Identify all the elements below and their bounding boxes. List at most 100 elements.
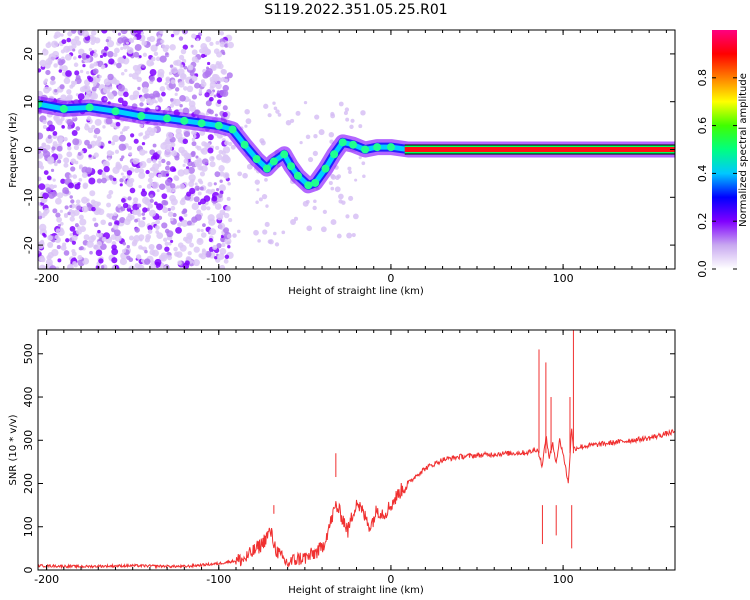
ridge-blob bbox=[330, 150, 339, 159]
noise-speckle bbox=[119, 183, 123, 187]
noise-speckle bbox=[182, 138, 189, 145]
noise-speckle bbox=[114, 79, 120, 86]
y-tick-label: 20 bbox=[22, 47, 35, 61]
noise-speckle bbox=[224, 254, 230, 260]
noise-speckle bbox=[64, 205, 69, 210]
noise-speckle bbox=[139, 149, 146, 156]
noise-speckle bbox=[320, 226, 327, 233]
noise-speckle bbox=[86, 116, 92, 121]
noise-speckle bbox=[164, 165, 170, 171]
noise-speckle bbox=[361, 161, 366, 166]
noise-speckle bbox=[214, 171, 221, 178]
snr-xlabel: Height of straight line (km) bbox=[288, 585, 424, 596]
noise-speckle bbox=[49, 265, 57, 269]
noise-speckle bbox=[220, 77, 226, 82]
noise-speckle bbox=[38, 250, 41, 254]
x-tick-label: 100 bbox=[553, 573, 574, 586]
noise-speckle bbox=[93, 127, 101, 135]
noise-speckle bbox=[253, 229, 259, 236]
noise-speckle bbox=[115, 121, 121, 127]
noise-speckle bbox=[133, 36, 137, 40]
noise-speckle bbox=[111, 215, 118, 221]
noise-speckle bbox=[216, 213, 224, 221]
noise-speckle bbox=[254, 179, 260, 185]
noise-speckle bbox=[45, 258, 53, 266]
noise-speckle bbox=[75, 126, 81, 131]
noise-speckle bbox=[318, 129, 325, 136]
noise-speckle bbox=[162, 207, 169, 214]
noise-speckle bbox=[152, 152, 160, 160]
noise-speckle bbox=[85, 54, 90, 59]
colorbar: 0.0 0.2 0.4 0.6 0.8 Normalized spectral ampl… bbox=[696, 30, 749, 278]
noise-speckle bbox=[281, 230, 286, 235]
noise-speckle bbox=[223, 227, 230, 234]
noise-speckle bbox=[196, 38, 200, 42]
noise-speckle bbox=[85, 88, 92, 94]
noise-speckle bbox=[354, 178, 358, 182]
noise-speckle bbox=[66, 118, 74, 126]
noise-speckle bbox=[134, 227, 140, 233]
noise-speckle bbox=[191, 75, 198, 82]
noise-speckle bbox=[56, 216, 62, 223]
noise-speckle bbox=[183, 86, 188, 91]
noise-speckle bbox=[159, 30, 164, 35]
noise-speckle bbox=[92, 200, 100, 209]
noise-speckle bbox=[105, 39, 109, 43]
noise-speckle bbox=[64, 189, 70, 195]
noise-speckle bbox=[108, 190, 114, 195]
noise-speckle bbox=[111, 257, 118, 264]
noise-speckle bbox=[59, 137, 63, 142]
noise-speckle bbox=[129, 214, 135, 220]
noise-speckle bbox=[79, 226, 86, 233]
noise-speckle bbox=[113, 229, 121, 237]
noise-speckle bbox=[146, 42, 150, 46]
noise-speckle bbox=[38, 147, 42, 154]
noise-speckle bbox=[71, 80, 75, 85]
noise-speckle bbox=[277, 113, 282, 117]
noise-speckle bbox=[177, 169, 185, 177]
noise-speckle bbox=[143, 258, 151, 265]
noise-speckle bbox=[216, 90, 221, 94]
noise-speckle bbox=[112, 166, 120, 174]
noise-speckle bbox=[138, 55, 142, 59]
noise-speckle bbox=[165, 52, 169, 56]
noise-speckle bbox=[258, 197, 263, 202]
ridge-blob bbox=[240, 140, 249, 149]
noise-speckle bbox=[121, 155, 125, 159]
noise-speckle bbox=[141, 141, 146, 146]
noise-speckle bbox=[144, 150, 148, 154]
noise-speckle bbox=[160, 39, 165, 44]
noise-speckle bbox=[42, 148, 48, 154]
noise-speckle bbox=[213, 94, 217, 98]
noise-speckle bbox=[69, 233, 74, 237]
noise-speckle bbox=[120, 46, 124, 51]
noise-speckle bbox=[60, 221, 64, 226]
spectrogram-xlabel: Height of straight line (km) bbox=[288, 286, 424, 297]
noise-speckle bbox=[114, 220, 120, 226]
noise-speckle bbox=[86, 240, 94, 248]
noise-speckle bbox=[59, 84, 65, 90]
noise-speckle bbox=[127, 145, 133, 151]
noise-speckle bbox=[64, 53, 72, 61]
noise-speckle bbox=[131, 209, 138, 216]
noise-speckle bbox=[82, 64, 86, 68]
noise-speckle bbox=[199, 171, 206, 177]
noise-speckle bbox=[205, 67, 213, 76]
noise-speckle bbox=[163, 237, 168, 242]
noise-speckle bbox=[200, 198, 207, 205]
noise-speckle bbox=[157, 96, 163, 102]
noise-speckle bbox=[191, 129, 197, 136]
noise-speckle bbox=[90, 30, 97, 36]
noise-speckle bbox=[63, 136, 68, 142]
noise-speckle bbox=[47, 87, 52, 91]
noise-speckle bbox=[97, 229, 101, 234]
noise-speckle bbox=[118, 143, 127, 151]
noise-speckle bbox=[133, 51, 140, 58]
noise-speckle bbox=[85, 71, 90, 75]
noise-speckle bbox=[140, 258, 145, 263]
noise-speckle bbox=[89, 63, 95, 69]
x-tick-label: 0 bbox=[387, 272, 394, 285]
noise-speckle bbox=[92, 83, 97, 87]
ridge-blob bbox=[269, 157, 278, 166]
